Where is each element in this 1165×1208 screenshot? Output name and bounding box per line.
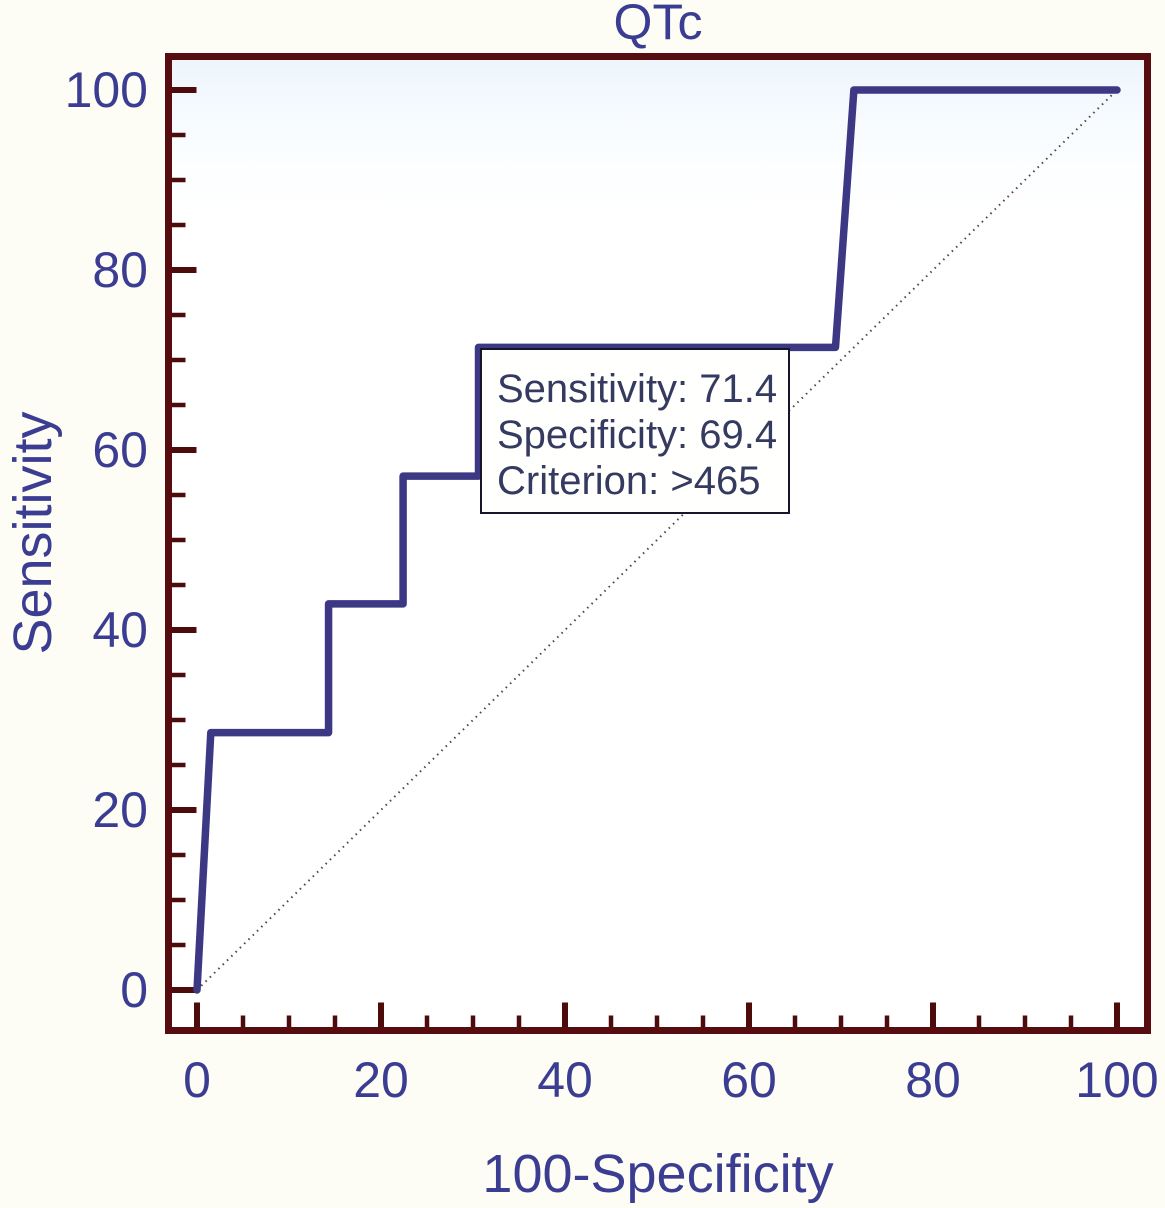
y-tick-label: 60	[92, 422, 148, 478]
y-tick-label: 20	[92, 782, 148, 838]
axis-ticks	[170, 87, 1120, 1030]
x-tick-label: 0	[183, 1052, 211, 1108]
x-axis-title: 100-Specificity	[482, 1144, 834, 1204]
plot-frame	[165, 53, 1151, 1034]
y-tick-label: 100	[65, 62, 148, 118]
y-axis-title: Sensitivity	[3, 411, 63, 655]
chart-title: QTc	[613, 0, 703, 50]
x-tick-label: 40	[537, 1052, 593, 1108]
roc-curve-line	[193, 86, 1121, 994]
annotation-sensitivity: Sensitivity: 71.4	[497, 367, 778, 411]
x-tick-label: 60	[721, 1052, 777, 1108]
y-tick-label: 40	[92, 602, 148, 658]
y-tick-label: 80	[92, 242, 148, 298]
annotation-box: Sensitivity: 71.4 Specificity: 69.4 Crit…	[480, 348, 790, 514]
axis-tick-labels: 0 20 40 60 80 100 0 20 40 60 80 100	[65, 62, 1159, 1108]
annotation-specificity: Specificity: 69.4	[497, 413, 778, 457]
x-tick-label: 20	[353, 1052, 409, 1108]
y-tick-label: 0	[120, 962, 148, 1018]
x-tick-label: 80	[905, 1052, 961, 1108]
x-tick-label: 100	[1075, 1052, 1158, 1108]
plot-background	[168, 56, 1148, 1031]
annotation-criterion: Criterion: >465	[497, 459, 761, 503]
